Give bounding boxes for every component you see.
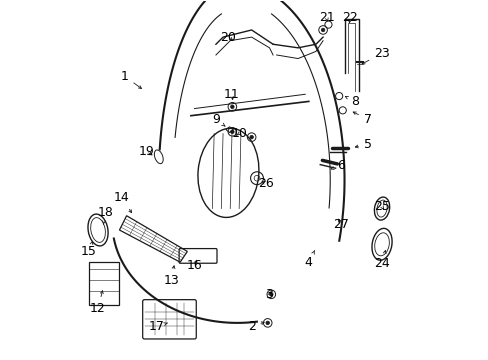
Text: 14: 14 (113, 192, 131, 213)
Text: 4: 4 (304, 251, 314, 269)
Circle shape (249, 135, 253, 139)
Text: 13: 13 (163, 266, 179, 287)
Text: 24: 24 (373, 251, 389, 270)
Text: 17: 17 (149, 320, 167, 333)
Text: 25: 25 (373, 200, 389, 213)
Text: 5: 5 (355, 138, 371, 151)
Text: 21: 21 (318, 11, 334, 24)
Circle shape (321, 28, 324, 32)
Text: 3: 3 (265, 288, 273, 301)
Text: 6: 6 (330, 159, 344, 172)
Circle shape (269, 293, 272, 296)
Text: 19: 19 (138, 145, 154, 158)
Circle shape (230, 130, 234, 134)
Text: 20: 20 (220, 31, 236, 44)
Text: 15: 15 (81, 242, 97, 258)
Circle shape (230, 105, 234, 109)
Text: 23: 23 (361, 47, 389, 64)
Text: 7: 7 (352, 112, 371, 126)
Text: 18: 18 (97, 206, 113, 224)
Text: 12: 12 (90, 291, 106, 315)
Text: 22: 22 (341, 11, 357, 24)
Text: 26: 26 (258, 177, 273, 190)
Text: 16: 16 (186, 259, 202, 272)
Text: 10: 10 (231, 127, 246, 140)
Text: 11: 11 (224, 88, 240, 101)
Text: 8: 8 (345, 95, 359, 108)
Text: 1: 1 (121, 70, 141, 89)
Circle shape (265, 321, 269, 325)
Text: 27: 27 (332, 218, 348, 231)
Bar (89, 262, 119, 305)
Text: 2: 2 (247, 320, 264, 333)
Text: 9: 9 (212, 113, 224, 126)
